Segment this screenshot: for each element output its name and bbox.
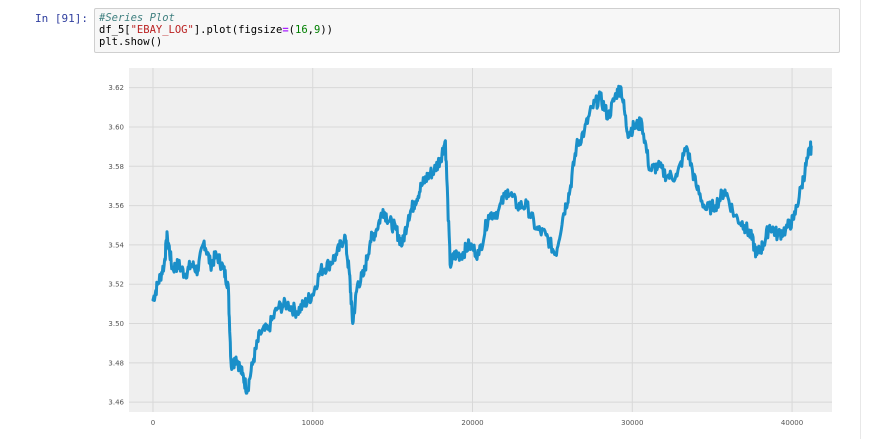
y-tick-label: 3.54	[108, 241, 124, 249]
code-line-1: #Series Plot	[99, 12, 835, 24]
input-prompt: In [91]:	[35, 12, 88, 25]
y-tick-label: 3.48	[108, 359, 124, 367]
code-token: plt.show()	[99, 36, 163, 48]
y-axis: 3.46 3.48 3.50 3.52 3.54 3.56 3.58 3.60 3.62	[108, 84, 124, 407]
x-tick-label: 0	[151, 419, 155, 427]
series-group	[151, 84, 813, 395]
code-token: df_5[	[99, 24, 131, 36]
cell-output: 3.46 3.48 3.50 3.52 3.54 3.56 3.58 3.60 3.62 0 10…	[94, 58, 854, 436]
x-tick-label: 40000	[781, 419, 803, 427]
code-line-3: plt.show()	[99, 36, 835, 48]
code-number: 16	[295, 24, 308, 36]
code-string: "EBAY_LOG"	[130, 24, 194, 36]
y-tick-label: 3.58	[108, 163, 124, 171]
y-tick-label: 3.50	[108, 320, 124, 328]
y-tick-label: 3.52	[108, 281, 124, 289]
line-chart: 3.46 3.48 3.50 3.52 3.54 3.56 3.58 3.60 3.62 0 10…	[108, 68, 832, 427]
code-token: ))	[320, 24, 333, 36]
y-tick-label: 3.56	[108, 202, 124, 210]
code-input-area[interactable]: #Series Plot df_5["EBAY_LOG"].plot(figsi…	[94, 8, 840, 53]
y-tick-label: 3.60	[108, 123, 124, 131]
plot-area	[129, 68, 832, 412]
x-tick-label: 10000	[302, 419, 324, 427]
code-line-2: df_5["EBAY_LOG"].plot(figsize=(16,9))	[99, 24, 835, 36]
x-tick-label: 30000	[621, 419, 643, 427]
code-operator: =	[282, 24, 289, 36]
x-axis: 0 10000 20000 30000 40000	[151, 419, 803, 427]
y-tick-label: 3.46	[108, 399, 124, 407]
code-number: 9	[313, 24, 321, 36]
y-tick-label: 3.62	[108, 84, 124, 92]
series-line	[151, 84, 813, 395]
code-token: (	[288, 24, 295, 36]
code-token: ,	[307, 24, 314, 36]
code-comment: #Series Plot	[99, 12, 175, 24]
code-token: ].plot(figsize	[193, 24, 283, 36]
x-tick-label: 20000	[461, 419, 483, 427]
scrollbar-edge	[860, 0, 861, 439]
